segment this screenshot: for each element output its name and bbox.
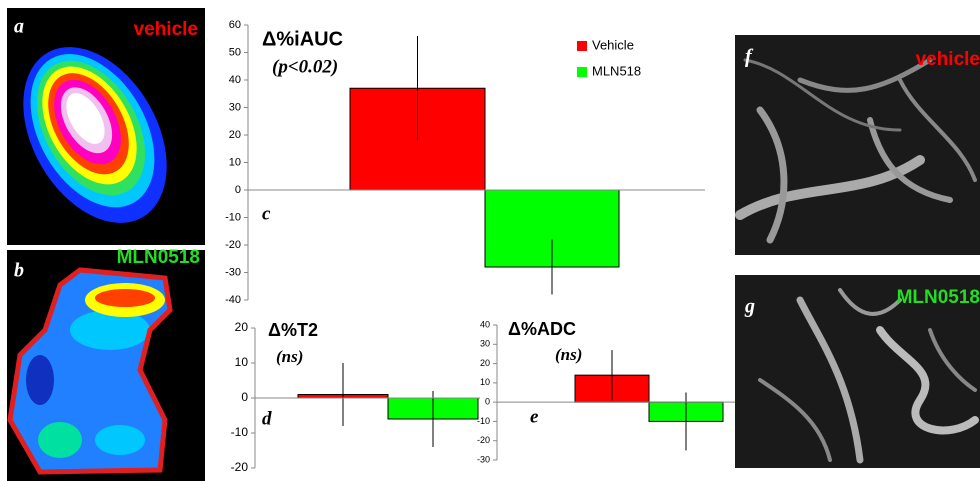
chart-subtitle: (ns)	[555, 345, 582, 364]
panel-label: e	[530, 406, 539, 427]
y-tick-label: 40	[229, 74, 241, 86]
y-tick-label: 40	[480, 319, 490, 329]
panel-label: c	[262, 203, 271, 224]
panel-caption: MLN0518	[897, 287, 980, 308]
chart-subtitle: (ns)	[276, 347, 303, 366]
y-tick-label: -30	[477, 454, 490, 464]
y-tick-label: 50	[229, 46, 241, 58]
y-tick-label: -40	[225, 294, 241, 306]
y-tick-label: -20	[477, 435, 490, 445]
legend-label: MLN518	[592, 63, 641, 78]
y-tick-label: 20	[229, 129, 241, 141]
legend-label: Vehicle	[592, 37, 634, 52]
legend-swatch	[577, 41, 587, 51]
chart-title: Δ%T2	[268, 320, 318, 340]
y-tick-label: 30	[229, 101, 241, 113]
panel-label: g	[744, 296, 755, 318]
y-tick-label: 0	[485, 397, 490, 407]
panel-caption: vehicle	[916, 49, 980, 70]
y-tick-label: 0	[235, 184, 241, 196]
panel-a-image	[0, 8, 205, 248]
panel-label: d	[262, 408, 272, 429]
y-tick-label: 10	[480, 377, 490, 387]
panel-b-image	[7, 250, 205, 481]
y-tick-label: -20	[225, 239, 241, 251]
panel-caption: vehicle	[134, 19, 198, 40]
y-tick-label: -30	[225, 266, 241, 278]
y-tick-label: 20	[480, 358, 490, 368]
y-tick-label: 10	[235, 355, 249, 369]
panel-caption: MLN0518	[117, 247, 200, 268]
panel-label: a	[14, 16, 24, 38]
y-tick-label: -10	[225, 211, 241, 223]
panel-label: b	[14, 260, 24, 282]
y-tick-label: -10	[231, 425, 249, 439]
y-tick-label: -10	[477, 416, 490, 426]
legend-swatch	[577, 67, 587, 77]
y-tick-label: 30	[480, 339, 490, 349]
y-tick-label: 0	[241, 390, 248, 404]
y-tick-label: -20	[231, 460, 249, 474]
chart-title: Δ%ADC	[508, 319, 576, 339]
chart-title: Δ%iAUC	[262, 28, 343, 50]
chart-subtitle: (p<0.02)	[272, 56, 338, 77]
y-tick-label: 60	[229, 19, 241, 31]
y-tick-label: 10	[229, 156, 241, 168]
figure: a vehicle b MLN0518 f vehicle g MLN0518 …	[0, 0, 980, 481]
y-tick-label: 20	[235, 320, 249, 334]
